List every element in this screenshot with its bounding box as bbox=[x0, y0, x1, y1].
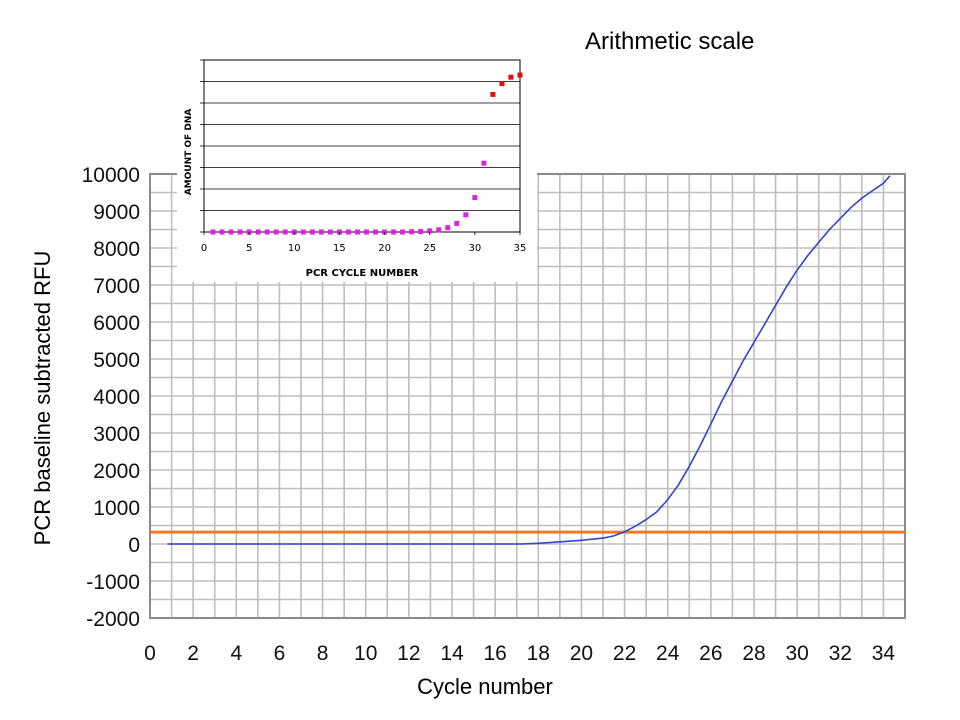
inset-x-tick-label: 25 bbox=[423, 243, 436, 254]
inset-data-point bbox=[237, 229, 243, 235]
inset-data-point bbox=[300, 229, 306, 235]
inset-plot-frame bbox=[203, 59, 521, 233]
inset-data-point bbox=[345, 229, 351, 235]
y-tick-label: -2000 bbox=[86, 608, 140, 631]
inset-data-point bbox=[373, 229, 379, 235]
y-tick-label: -1000 bbox=[86, 571, 140, 594]
inset-data-point bbox=[418, 229, 424, 235]
inset-points bbox=[210, 72, 523, 235]
x-tick-label: 6 bbox=[274, 642, 286, 665]
page-title: Arithmetic scale bbox=[585, 28, 755, 55]
inset-grid bbox=[200, 59, 520, 233]
x-tick-label: 4 bbox=[230, 642, 242, 665]
x-tick-label: 12 bbox=[397, 642, 420, 665]
inset-data-point bbox=[517, 72, 523, 78]
y-tick-labels: -2000 -1000 0 1000 2000 3000 4000 5000 6000 7000 8… bbox=[82, 164, 140, 631]
inset-data-point bbox=[354, 229, 360, 235]
inset-x-tick-label: 10 bbox=[288, 243, 301, 254]
y-tick-label: 5000 bbox=[93, 349, 140, 372]
inset-data-point bbox=[409, 229, 415, 235]
y-tick-label: 1000 bbox=[93, 497, 140, 520]
inset-data-point bbox=[463, 212, 469, 218]
inset-data-point bbox=[445, 225, 451, 231]
y-tick-label: 4000 bbox=[93, 386, 140, 409]
inset-data-point bbox=[228, 229, 234, 235]
inset-data-point bbox=[490, 91, 496, 97]
inset-data-point bbox=[210, 229, 216, 235]
x-tick-label: 22 bbox=[613, 642, 636, 665]
inset-data-point bbox=[427, 228, 433, 234]
x-tick-label: 16 bbox=[483, 642, 506, 665]
inset-x-tick-label: 15 bbox=[333, 243, 346, 254]
inset-data-point bbox=[318, 229, 324, 235]
y-tick-label: 2000 bbox=[93, 460, 140, 483]
y-tick-label: 8000 bbox=[93, 238, 140, 261]
inset-data-point bbox=[400, 229, 406, 235]
inset-data-point bbox=[436, 227, 442, 233]
y-axis-label: PCR baseline subtracted RFU bbox=[30, 251, 55, 546]
x-tick-label: 18 bbox=[527, 642, 550, 665]
inset-data-point bbox=[219, 229, 225, 235]
inset-data-point bbox=[472, 195, 478, 201]
inset-x-tick-label: 20 bbox=[378, 243, 391, 254]
inset-chart-svg: 0 5 10 15 20 25 30 35 PCR CYCLE NUMBER AMOUNT O… bbox=[184, 59, 527, 279]
inset-data-point bbox=[454, 220, 460, 226]
x-tick-label: 10 bbox=[354, 642, 377, 665]
x-tick-label: 2 bbox=[187, 642, 199, 665]
inset-data-point bbox=[309, 229, 315, 235]
y-tick-label: 7000 bbox=[93, 275, 140, 298]
y-tick-label: 9000 bbox=[93, 201, 140, 224]
inset-chart: 0 5 10 15 20 25 30 35 PCR CYCLE NUMBER AMOUNT O… bbox=[177, 52, 537, 282]
inset-y-axis-label: AMOUNT OF DNA bbox=[184, 109, 194, 196]
y-tick-label: 3000 bbox=[93, 423, 140, 446]
inset-data-point bbox=[273, 229, 279, 235]
x-tick-label: 20 bbox=[570, 642, 593, 665]
inset-x-tick-label: 5 bbox=[246, 243, 252, 254]
x-tick-label: 0 bbox=[144, 642, 156, 665]
inset-data-point bbox=[481, 160, 487, 166]
inset-data-point bbox=[282, 229, 288, 235]
inset-x-tick-label: 35 bbox=[514, 243, 527, 254]
inset-x-tick-label: 0 bbox=[201, 243, 207, 254]
inset-data-point bbox=[327, 229, 333, 235]
inset-x-axis-label: PCR CYCLE NUMBER bbox=[306, 268, 419, 279]
x-tick-label: 24 bbox=[656, 642, 680, 665]
y-tick-label: 6000 bbox=[93, 312, 140, 335]
x-axis-label: Cycle number bbox=[417, 674, 553, 699]
inset-x-tick-labels: 0 5 10 15 20 25 30 35 bbox=[201, 232, 527, 254]
inset-data-point bbox=[508, 74, 514, 80]
y-tick-label: 0 bbox=[128, 534, 140, 557]
x-tick-label: 26 bbox=[699, 642, 722, 665]
inset-data-point bbox=[364, 229, 370, 235]
inset-x-tick-label: 30 bbox=[468, 243, 481, 254]
x-tick-label: 34 bbox=[872, 642, 896, 665]
inset-data-point bbox=[391, 229, 397, 235]
x-tick-label: 30 bbox=[785, 642, 808, 665]
amplification-curve bbox=[167, 175, 891, 545]
y-tick-label: 10000 bbox=[82, 164, 140, 187]
x-tick-label: 14 bbox=[440, 642, 464, 665]
inset-data-point bbox=[499, 81, 505, 87]
inset-data-point bbox=[264, 229, 270, 235]
x-tick-labels: 0 2 4 6 8 10 12 14 16 18 20 22 24 26 28 30 32 34 bbox=[144, 642, 895, 665]
x-tick-label: 8 bbox=[317, 642, 329, 665]
x-tick-label: 32 bbox=[829, 642, 852, 665]
x-tick-label: 28 bbox=[742, 642, 765, 665]
inset-data-point bbox=[255, 229, 261, 235]
